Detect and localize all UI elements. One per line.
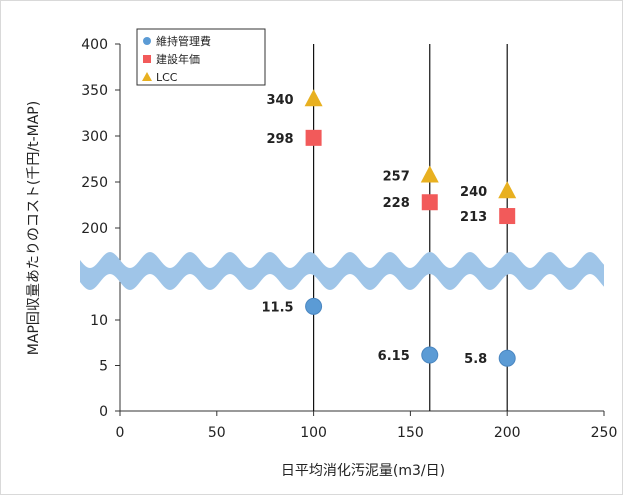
y-tick-label: 5	[99, 359, 108, 375]
data-point-circle	[421, 346, 439, 364]
legend-label: LCC	[156, 71, 178, 84]
y-tick-label: 10	[90, 313, 108, 329]
data-label: 240	[460, 185, 487, 200]
marks: 11.5 6.15 5.8 298 228 213 340 257 240	[262, 89, 517, 367]
axes: 0 50 100 150 200 250 0 5 10 200 250 300 350 400	[81, 37, 617, 441]
data-label: 11.5	[262, 300, 294, 315]
data-point-square	[421, 194, 438, 211]
data-point-triangle	[498, 181, 517, 199]
x-tick-label: 50	[208, 425, 226, 441]
data-label: 340	[266, 93, 293, 108]
data-point-triangle	[420, 165, 439, 183]
data-label: 5.8	[464, 352, 487, 367]
axis-break-band	[80, 252, 604, 290]
legend-marker-triangle	[142, 72, 152, 81]
x-tick-label: 150	[397, 425, 424, 441]
x-tick-label: 200	[494, 425, 521, 441]
data-label: 6.15	[378, 349, 410, 364]
data-point-square	[499, 208, 516, 225]
legend-marker-square	[143, 55, 151, 63]
legend-marker-circle	[143, 37, 151, 45]
legend-label: 建設年価	[156, 52, 200, 66]
y-tick-label: 400	[81, 37, 108, 53]
axis-break	[80, 252, 604, 290]
data-label: 298	[266, 132, 293, 147]
y-axis-title: MAP回収量あたりのコスト(千円/t-MAP)	[26, 101, 42, 355]
x-tick-label: 100	[300, 425, 327, 441]
legend-box	[136, 28, 266, 86]
y-tick-label: 200	[81, 221, 108, 237]
data-label: 228	[383, 196, 410, 211]
x-tick-label: 0	[116, 425, 125, 441]
data-point-circle	[498, 349, 516, 367]
x-tick-label: 250	[591, 425, 618, 441]
y-tick-label: 250	[81, 175, 108, 191]
x-axis-title: 日平均消化汚泥量(m3/日)	[281, 463, 445, 479]
legend-label: 維持管理費	[156, 34, 211, 48]
data-point-circle	[305, 297, 323, 315]
data-label: 257	[383, 170, 410, 185]
y-tick-label: 0	[99, 404, 108, 420]
data-point-square	[305, 129, 322, 146]
y-tick-label: 350	[81, 83, 108, 99]
y-tick-label: 300	[81, 129, 108, 145]
data-point-triangle	[304, 89, 323, 107]
data-label: 213	[460, 210, 487, 225]
